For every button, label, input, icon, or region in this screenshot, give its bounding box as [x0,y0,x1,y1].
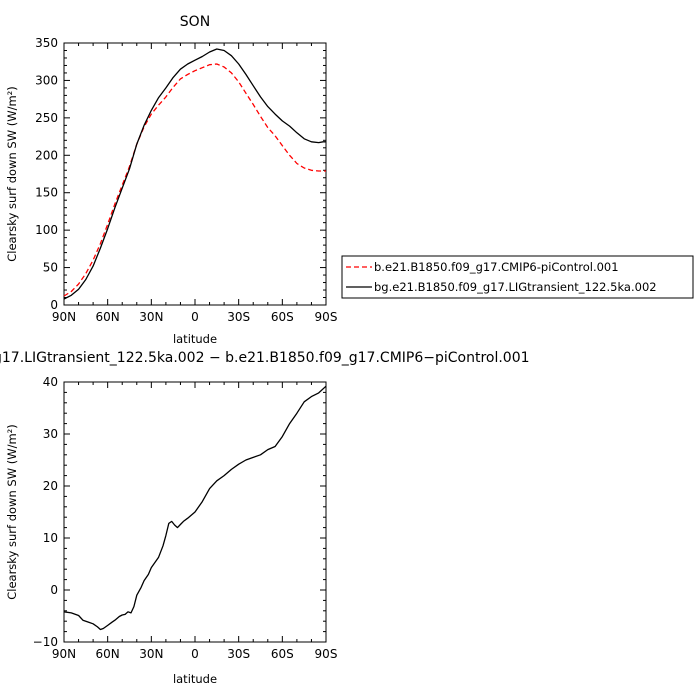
y-tick-label: 20 [43,479,58,493]
legend-label-ligtransient: bg.e21.B1850.f09_g17.LIGtransient_122.5k… [374,280,657,294]
series-line-picontrol [63,63,326,297]
y-tick-label: 100 [35,223,58,237]
y-tick-label: 300 [35,73,58,87]
legend: b.e21.B1850.f09_g17.CMIP6-piControl.001 … [341,255,694,299]
difference-series-line [63,385,327,631]
y-tick-label: 200 [35,148,58,162]
top-chart-title: SON [180,14,210,30]
x-tick-label: 60S [271,310,294,324]
x-tick-label: 60N [96,647,120,661]
bottom-panel: bg.e21.B1850.f09_g17.LIGtransient_122.5k… [0,350,530,686]
y-tick-label: 40 [43,375,58,389]
x-tick-label: 60N [96,310,120,324]
top-x-tick-labels: 90N 60N 30N 0 30S 60S 90S [52,310,338,324]
y-tick-label: 0 [50,583,58,597]
x-tick-label: 90S [315,647,338,661]
top-panel: SON 90N 60N 30N 0 30S 60S 90S 0 50 100 150 200 250 3… [5,14,337,346]
top-x-axis-title: latitude [173,332,217,346]
bottom-axis-ticks [63,381,327,643]
top-plot-frame [63,42,327,306]
top-y-axis-title: Clearsky surf down SW (W/m²) [5,86,19,262]
bottom-series-lines [63,385,327,631]
x-tick-label: 60S [271,647,294,661]
y-tick-label: 10 [43,531,58,545]
x-tick-label: 90N [52,310,76,324]
x-tick-label: 30N [139,310,163,324]
x-tick-label: 0 [191,310,199,324]
bottom-chart-title: bg.e21.B1850.f09_g17.LIGtransient_122.5k… [0,350,530,366]
top-y-tick-labels: 0 50 100 150 200 250 300 350 [35,36,58,312]
bottom-x-axis-title: latitude [173,672,217,686]
y-tick-label: 350 [35,36,58,50]
y-tick-label: 30 [43,427,58,441]
legend-label-picontrol: b.e21.B1850.f09_g17.CMIP6-piControl.001 [374,260,619,274]
y-tick-label: 50 [43,261,58,275]
x-tick-label: 30S [227,310,250,324]
bottom-x-tick-labels: 90N 60N 30N 0 30S 60S 90S [52,647,338,661]
top-series-lines [63,48,326,300]
y-tick-label: 250 [35,111,58,125]
x-tick-label: 90S [315,310,338,324]
x-tick-label: 0 [191,647,199,661]
legend-box [341,255,694,299]
y-tick-label: 150 [35,186,58,200]
bottom-y-axis-title: Clearsky surf down SW (W/m²) [5,424,19,600]
x-tick-label: 30S [227,647,250,661]
series-line-ligtransient [63,48,326,300]
y-tick-label: 0 [50,298,58,312]
top-axis-ticks [63,42,327,306]
x-tick-label: 30N [139,647,163,661]
y-tick-label: −10 [33,635,58,649]
bottom-y-tick-labels: −10 0 10 20 30 40 [33,375,58,649]
x-tick-label: 90N [52,647,76,661]
